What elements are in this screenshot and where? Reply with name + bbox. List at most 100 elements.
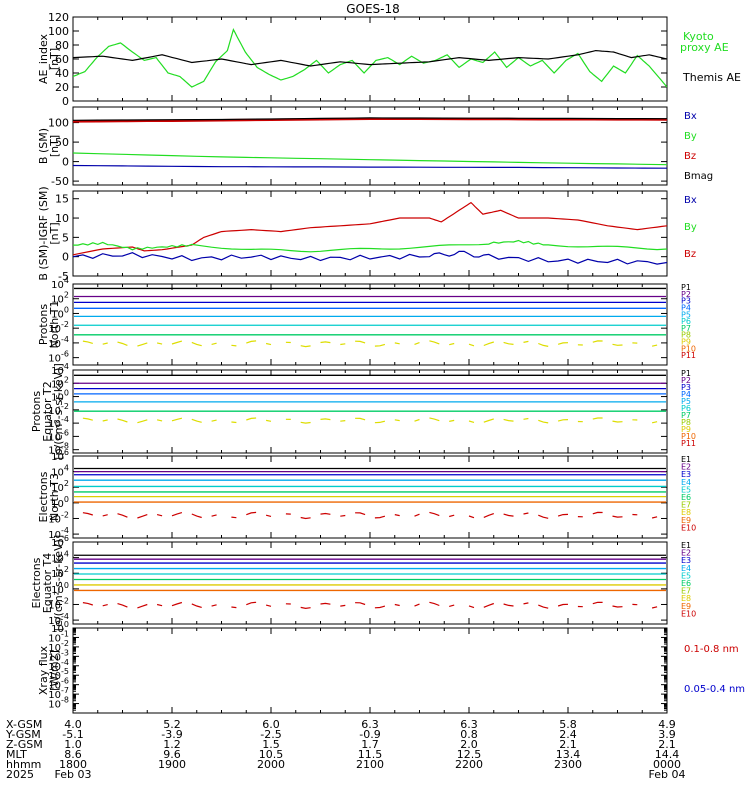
x-axis-row-label: 2025 <box>6 768 34 781</box>
x-axis-tick-value: 11.5 <box>358 748 383 761</box>
legend-entry: 0.05-0.4 nm <box>684 684 745 695</box>
legend-entry: E2 <box>681 463 691 472</box>
x-axis-tick-value: 4.0 <box>64 718 82 731</box>
y-axis-title: Equator T2 <box>41 381 54 441</box>
x-axis-tick-value: 6.3 <box>460 718 478 731</box>
x-axis-row-label: hhmm <box>6 758 41 771</box>
x-axis-tick-value: -0.9 <box>359 728 380 741</box>
series-bx <box>73 250 667 265</box>
y-axis-title: [e/(cm²-s-sr-keV)] <box>52 535 65 631</box>
channel-line-noisy <box>83 418 667 423</box>
panel-frame <box>72 541 668 625</box>
legend-entry: E8 <box>681 594 691 603</box>
x-axis-tick-value: 2300 <box>554 758 582 771</box>
legend-entry: P5 <box>681 310 691 319</box>
x-axis-tick-value: 2.4 <box>559 728 577 741</box>
legend-entry: E6 <box>681 493 691 502</box>
legend-entry: Bz <box>684 151 696 162</box>
legend-entry: E1 <box>681 541 691 550</box>
legend-entry: P10 <box>681 432 696 441</box>
legend-entry: P7 <box>681 324 691 333</box>
y-axis-title: Electrons <box>30 557 43 608</box>
y-tick-label: 10 <box>55 212 69 225</box>
x-axis-tick-value: 1.0 <box>64 738 82 751</box>
legend-entry: P6 <box>681 404 691 413</box>
legend-entry: E9 <box>681 602 691 611</box>
x-axis-tick-value: 2200 <box>455 758 483 771</box>
x-axis-tick-value: 5.2 <box>163 718 181 731</box>
x-axis-tick-value: 2.0 <box>460 738 478 751</box>
y-axis-title: Equator T4 <box>41 553 54 613</box>
x-axis-tick-value: 1.5 <box>262 738 280 751</box>
legend-entry: P6 <box>681 317 691 326</box>
legend-entry: P2 <box>681 290 691 299</box>
legend-entry: By <box>684 131 697 142</box>
legend-entry: E1 <box>681 455 691 464</box>
x-axis-tick-value: 2.1 <box>658 738 676 751</box>
legend-entry: P9 <box>681 338 691 347</box>
series-bz <box>73 201 667 256</box>
x-axis-tick-value: 5.8 <box>559 718 577 731</box>
x-axis-tick-value: 1.7 <box>361 738 379 751</box>
series-bz <box>73 117 667 123</box>
legend-entry: E6 <box>681 579 691 588</box>
x-axis-tick-value: 8.6 <box>64 748 82 761</box>
x-axis-ephemeris-table: X-GSMY-GSMZ-GSMMLThhmm20254.0-5.11.08.61… <box>5 718 685 781</box>
y-tick-label: 100 <box>48 25 69 38</box>
channel-line-noisy <box>83 602 667 608</box>
x-axis-tick-value: Feb 03 <box>55 768 92 781</box>
panel-pe: 10410210010-210-410-610-8ProtonsEquator … <box>30 362 696 460</box>
legend-entry: P4 <box>681 390 691 399</box>
legend-entry: Bmag <box>684 171 713 182</box>
x-axis-tick-value: -5.1 <box>62 728 83 741</box>
x-axis-tick-value: 9.6 <box>163 748 181 761</box>
legend-entry: E8 <box>681 508 691 517</box>
legend-entry: E3 <box>681 470 691 479</box>
legend-entry: E4 <box>681 478 691 487</box>
x-axis-tick-value: 1900 <box>158 758 186 771</box>
legend-entry: Bx <box>684 111 697 122</box>
legend-entry: E4 <box>681 564 691 573</box>
legend-entry: E9 <box>681 516 691 525</box>
y-axis-title: B (SM)-IGRF (SM) <box>37 186 50 280</box>
legend-entry: P9 <box>681 425 691 434</box>
legend-entry: E5 <box>681 571 691 580</box>
x-axis-tick-value: 13.4 <box>556 748 581 761</box>
x-axis-row-label: MLT <box>6 748 27 761</box>
x-axis-tick-value: 2000 <box>257 758 285 771</box>
series-themis-ae <box>73 49 667 67</box>
legend-entry: E10 <box>681 609 696 618</box>
x-axis-tick-value: -3.9 <box>161 728 182 741</box>
panel-bsm: 100 50 0 -50B (SM)[nT] Bx By Bz Bmag <box>37 106 713 188</box>
y-tick-label: 0 <box>62 95 69 108</box>
y-tick-label: 15 <box>55 193 69 206</box>
x-axis-tick-value: 6.3 <box>361 718 379 731</box>
panel-xray: 10010-110-210-310-410-510-610-710-8Xray … <box>37 620 745 714</box>
y-axis-title: [nT] <box>48 48 61 70</box>
series-bmag <box>73 117 667 121</box>
legend-entry: P8 <box>681 418 691 427</box>
legend-entry: E7 <box>681 587 691 596</box>
legend-entry: P1 <box>681 283 691 292</box>
x-axis-tick-value: 1.2 <box>163 738 181 751</box>
legend-kyoto: proxy AE <box>680 41 729 54</box>
y-axis-title: North T3 <box>48 473 61 521</box>
x-axis-tick-value: 2100 <box>356 758 384 771</box>
y-axis-title: Protons <box>30 391 43 432</box>
x-axis-row-label: Y-GSM <box>5 728 41 741</box>
x-axis-tick-value: 4.9 <box>658 718 676 731</box>
legend-entry: P4 <box>681 303 691 312</box>
y-axis-title: Electrons <box>37 471 50 522</box>
panel-bres: 15 10 5 0 -5 B (SM)-IGRF (SM)[nT] Bx By Bz <box>37 186 697 283</box>
legend-entry: P10 <box>681 344 696 353</box>
y-tick-label: 5 <box>62 231 69 244</box>
series-by <box>73 239 667 253</box>
legend-entry: P3 <box>681 383 691 392</box>
legend-entry: P3 <box>681 297 691 306</box>
legend-entry: E7 <box>681 501 691 510</box>
legend-entry: P2 <box>681 376 691 385</box>
x-axis-tick-value: 2.1 <box>559 738 577 751</box>
legend-kyoto: Kyoto <box>683 30 714 43</box>
